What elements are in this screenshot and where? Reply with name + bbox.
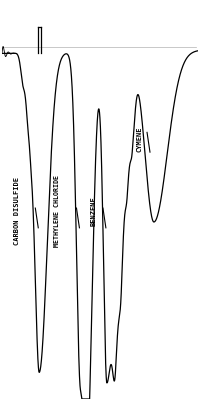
Text: METHYLENE CHLORIDE: METHYLENE CHLORIDE <box>54 175 60 247</box>
Text: BENZENE: BENZENE <box>91 197 97 226</box>
Text: CYMENE: CYMENE <box>136 126 142 152</box>
Text: CARBON DISULFIDE: CARBON DISULFIDE <box>14 177 20 245</box>
